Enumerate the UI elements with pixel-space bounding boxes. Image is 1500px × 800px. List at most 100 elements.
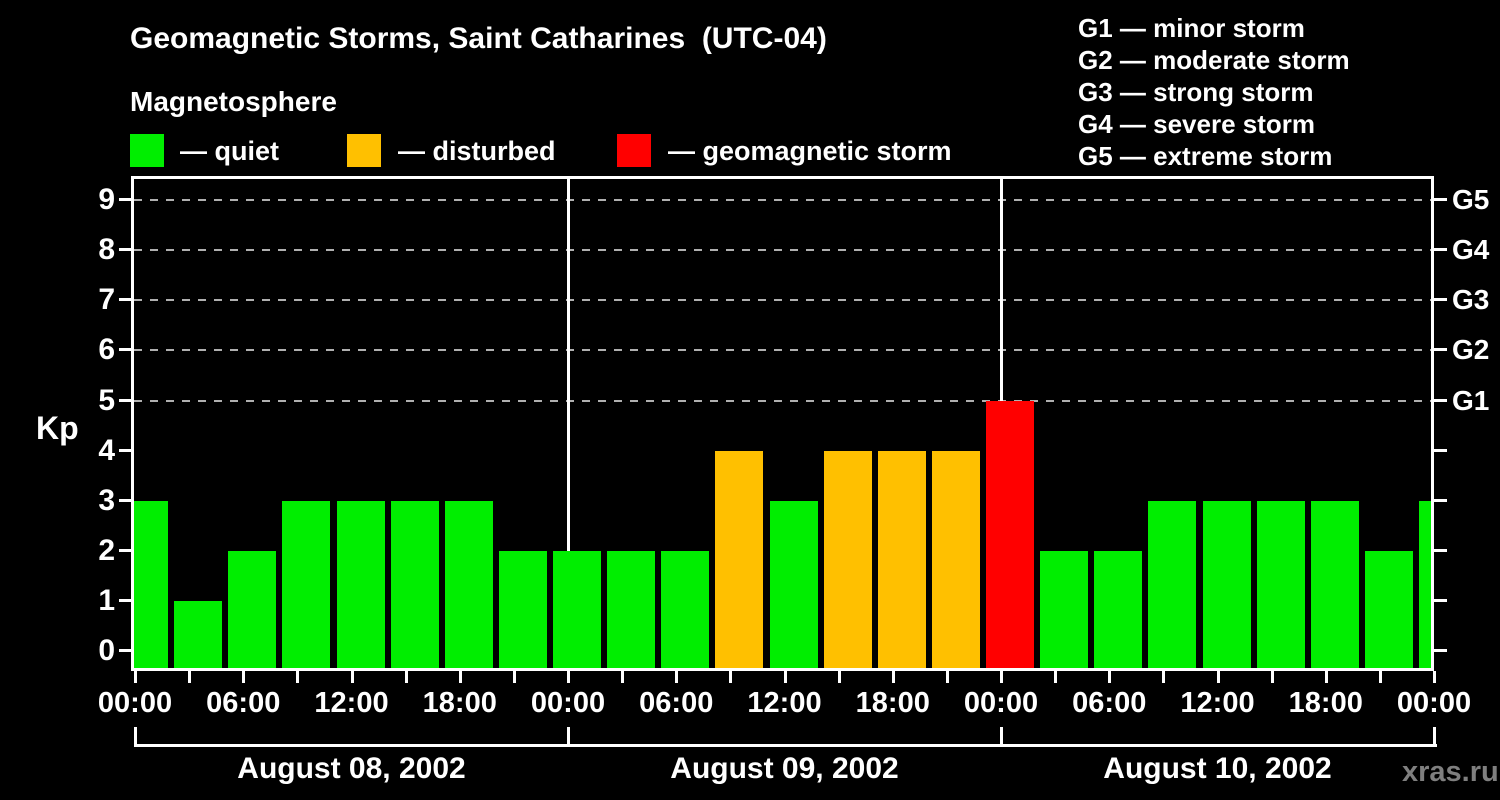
y-axis-tick-right xyxy=(1434,548,1447,552)
gridline-kp8 xyxy=(134,249,1431,252)
kp-bar xyxy=(1419,500,1431,668)
kp-bar xyxy=(282,500,331,668)
y-axis-tick-right xyxy=(1434,448,1447,452)
kp-bar xyxy=(1310,500,1359,668)
g-scale-legend: G1 — minor storm G2 — moderate storm G3 … xyxy=(1078,12,1350,172)
y-tick-label: 9 xyxy=(98,183,115,217)
x-tick-label: 06:00 xyxy=(206,687,281,719)
x-axis-tick xyxy=(1162,671,1166,683)
x-axis-tick xyxy=(945,671,949,683)
x-axis-tick xyxy=(567,671,570,683)
x-axis-tick xyxy=(1270,671,1274,683)
g-scale-legend-line: G3 — strong storm xyxy=(1078,77,1314,107)
y-axis-tick xyxy=(119,248,132,252)
y-axis-tick xyxy=(119,198,132,202)
quiet-legend-swatch xyxy=(130,134,164,167)
y-axis-tick-right xyxy=(1434,298,1447,302)
date-bracket-tick xyxy=(1000,727,1003,747)
y-axis-tick xyxy=(119,649,132,652)
x-axis-tick xyxy=(1324,671,1328,683)
kp-bar xyxy=(174,600,223,668)
gridline-kp9 xyxy=(134,199,1431,202)
date-axis-line xyxy=(135,744,1437,747)
storm-legend-swatch xyxy=(617,134,651,167)
kp-bar xyxy=(769,500,818,668)
kp-bar xyxy=(228,550,277,668)
kp-bar xyxy=(715,450,764,668)
x-axis-tick xyxy=(188,671,192,683)
y-tick-label: 7 xyxy=(98,283,115,317)
x-axis-tick xyxy=(296,671,300,683)
y-axis-tick-right xyxy=(1434,598,1447,602)
x-axis-tick xyxy=(1000,671,1003,683)
kp-bar xyxy=(1094,550,1143,668)
g-scale-legend-line: G4 — severe storm xyxy=(1078,109,1316,139)
g-scale-legend-line: G2 — moderate storm xyxy=(1078,45,1350,75)
y-axis-tick-right xyxy=(1434,348,1447,352)
x-axis-tick xyxy=(242,671,246,683)
x-tick-label: 18:00 xyxy=(1288,687,1363,719)
y-tick-label: 5 xyxy=(98,383,115,417)
y-tick-label: 3 xyxy=(98,483,115,517)
y-tick-label: 8 xyxy=(98,233,115,267)
g-level-label: G3 xyxy=(1452,284,1490,316)
y-axis-tick xyxy=(119,398,132,402)
kp-bar xyxy=(553,550,601,668)
gridline-kp7 xyxy=(134,299,1431,302)
y-tick-label: 2 xyxy=(98,533,115,567)
kp-bar xyxy=(498,550,547,668)
x-axis-tick xyxy=(134,671,137,683)
y-axis-tick xyxy=(119,598,132,602)
y-axis-tick xyxy=(119,348,132,352)
g-level-label: G5 xyxy=(1452,184,1490,216)
x-axis-tick xyxy=(729,671,733,683)
x-tick-label: 00:00 xyxy=(963,687,1039,719)
x-axis-tick xyxy=(1054,671,1058,683)
g-level-label: G1 xyxy=(1452,384,1490,416)
date-label: August 08, 2002 xyxy=(237,752,466,785)
x-tick-label: 06:00 xyxy=(1072,687,1147,719)
x-axis-tick xyxy=(783,671,787,683)
disturbed-legend-label: — disturbed xyxy=(398,136,556,166)
x-axis-tick xyxy=(621,671,625,683)
y-tick-label: 6 xyxy=(98,333,115,367)
kp-bar xyxy=(661,550,710,668)
y-tick-label: 0 xyxy=(98,634,115,667)
kp-bar xyxy=(1202,500,1251,668)
date-bracket-tick xyxy=(567,727,570,747)
x-axis-tick xyxy=(1378,671,1382,683)
x-axis-tick xyxy=(1108,671,1112,683)
x-tick-label: 00:00 xyxy=(1396,687,1472,719)
x-axis-tick xyxy=(512,671,516,683)
y-axis-tick-right xyxy=(1434,498,1447,502)
x-axis-tick xyxy=(675,671,679,683)
kp-bar xyxy=(823,450,872,668)
g-scale-legend-line: G1 — minor storm xyxy=(1078,13,1305,43)
kp-bar xyxy=(1148,500,1197,668)
x-axis-tick xyxy=(350,671,354,683)
date-bracket-tick xyxy=(134,727,137,747)
x-axis-tick xyxy=(891,671,895,683)
kp-bar xyxy=(607,550,656,668)
disturbed-legend-swatch xyxy=(347,134,381,167)
y-axis-tick-right xyxy=(1434,198,1447,202)
g-level-label: G2 xyxy=(1452,334,1490,366)
g-level-label: G4 xyxy=(1452,234,1490,266)
kp-bar xyxy=(1364,550,1413,668)
kp-bar xyxy=(986,400,1034,668)
kp-bar xyxy=(444,500,493,668)
x-axis-tick xyxy=(1433,671,1436,683)
g-scale-legend-line: G5 — extreme storm xyxy=(1078,141,1333,171)
kp-bar xyxy=(1256,500,1305,668)
kp-bar xyxy=(390,500,439,668)
gridline-kp6 xyxy=(134,349,1431,352)
storm-legend-label: — geomagnetic storm xyxy=(668,136,952,166)
x-tick-label: 00:00 xyxy=(530,687,606,719)
kp-bar xyxy=(134,500,168,668)
date-label: August 10, 2002 xyxy=(1103,752,1332,785)
y-axis-tick xyxy=(119,448,132,452)
y-axis-tick xyxy=(119,298,132,302)
x-tick-label: 12:00 xyxy=(1180,687,1255,719)
x-tick-label: 00:00 xyxy=(97,687,173,719)
